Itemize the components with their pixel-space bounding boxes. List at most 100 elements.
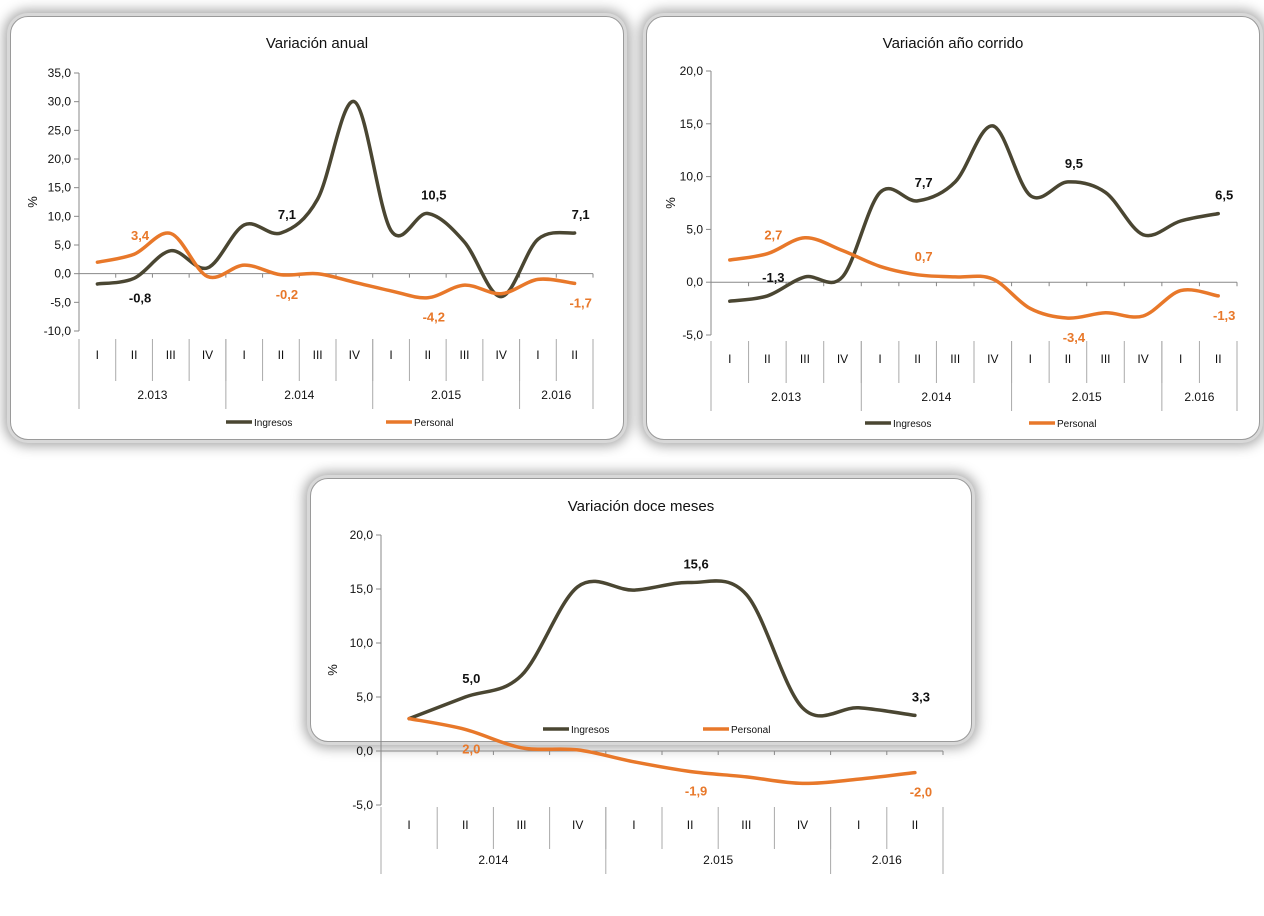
category-label: II xyxy=(462,818,469,832)
y-tick-label: 25,0 xyxy=(48,123,72,137)
category-label: II xyxy=(131,348,138,362)
category-label: III xyxy=(1100,352,1110,366)
data-label: 2,7 xyxy=(764,228,782,243)
legend-label-ingresos: Ingresos xyxy=(571,725,609,736)
y-tick-label: -5,0 xyxy=(682,328,703,342)
data-label: 6,5 xyxy=(1215,188,1233,203)
data-label: -1,9 xyxy=(685,784,707,799)
category-label: IV xyxy=(987,352,998,366)
y-axis-label: % xyxy=(325,664,340,676)
y-tick-label: 5,0 xyxy=(54,238,71,252)
chart-panel-anual: Variación anual% 35,0 30,0 25,0 20,0 15,0 10,0… xyxy=(10,16,624,440)
chart-title: Variación anual xyxy=(266,35,368,52)
data-label: 3,3 xyxy=(912,689,930,704)
chart-title: Variación doce meses xyxy=(568,498,714,515)
series-line-ingresos xyxy=(407,579,917,721)
category-label: II xyxy=(424,348,431,362)
year-label: 2.016 xyxy=(1184,390,1214,404)
category-label: II xyxy=(914,352,921,366)
data-label: 3,4 xyxy=(131,228,150,243)
category-label: I xyxy=(243,348,246,362)
data-label: 7,1 xyxy=(278,207,296,222)
year-label: 2.015 xyxy=(703,853,733,867)
y-tick-label: 20,0 xyxy=(48,152,72,166)
category-label: II xyxy=(687,818,694,832)
category-label: II xyxy=(1215,352,1222,366)
year-label: 2.016 xyxy=(541,388,571,402)
category-label: II xyxy=(764,352,771,366)
category-label: II xyxy=(912,818,919,832)
category-label: III xyxy=(950,352,960,366)
data-label: -3,4 xyxy=(1063,330,1086,345)
series-line-ingresos xyxy=(95,99,577,299)
y-tick-label: 20,0 xyxy=(680,64,704,78)
category-label: IV xyxy=(837,352,848,366)
legend-label-personal: Personal xyxy=(731,725,770,736)
data-label: 15,6 xyxy=(683,557,708,572)
legend-label-ingresos: Ingresos xyxy=(893,419,931,430)
data-label: -1,3 xyxy=(1213,308,1235,323)
year-label: 2.015 xyxy=(431,388,461,402)
year-label: 2.013 xyxy=(771,390,801,404)
data-label: -1,7 xyxy=(569,295,591,310)
year-label: 2.014 xyxy=(478,853,508,867)
y-axis-label: % xyxy=(25,196,40,208)
data-label: 9,5 xyxy=(1065,156,1083,171)
data-label: 2,0 xyxy=(462,741,480,756)
data-label: 7,7 xyxy=(915,175,933,190)
legend-label-personal: Personal xyxy=(414,418,453,429)
data-label: -1,3 xyxy=(762,270,784,285)
y-tick-label: 0,0 xyxy=(356,744,373,758)
data-label: 7,1 xyxy=(572,207,590,222)
chart-doce-meses: Variación doce meses% 20,0 15,0 10,0 5,0 0,0 -… xyxy=(325,498,944,874)
category-label: I xyxy=(407,818,410,832)
y-tick-label: -5,0 xyxy=(50,295,71,309)
year-label: 2.013 xyxy=(137,388,167,402)
legend-label-personal: Personal xyxy=(1057,419,1096,430)
y-tick-label: 0,0 xyxy=(686,275,703,289)
category-label: II xyxy=(278,348,285,362)
year-label: 2.015 xyxy=(1072,390,1102,404)
series-line-personal xyxy=(728,236,1220,320)
category-label: III xyxy=(741,818,751,832)
y-tick-label: 15,0 xyxy=(48,181,72,195)
y-tick-label: 35,0 xyxy=(48,66,72,80)
data-label: -4,2 xyxy=(423,310,445,325)
category-label: I xyxy=(728,352,731,366)
chart-anio-corrido: Variación año corrido% 20,0 15,0 10,0 5,0 0,0… xyxy=(663,35,1238,430)
data-label: 5,0 xyxy=(462,671,480,686)
category-label: I xyxy=(536,348,539,362)
category-label: III xyxy=(313,348,323,362)
series-line-personal xyxy=(407,716,917,786)
y-tick-label: 15,0 xyxy=(680,117,704,131)
series-line-personal xyxy=(95,231,577,300)
chart-title: Variación año corrido xyxy=(883,35,1024,52)
category-label: II xyxy=(571,348,578,362)
category-label: I xyxy=(878,352,881,366)
y-axis-label: % xyxy=(663,197,678,209)
chart-panel-doce-meses: Variación doce meses% 20,0 15,0 10,0 5,0 0,0 -… xyxy=(310,478,972,874)
y-tick-label: 5,0 xyxy=(686,222,703,236)
y-tick-label: -5,0 xyxy=(352,798,373,812)
category-label: IV xyxy=(797,818,808,832)
y-tick-label: 10,0 xyxy=(680,170,704,184)
year-label: 2.016 xyxy=(872,853,902,867)
year-label: 2.014 xyxy=(284,388,314,402)
category-label: IV xyxy=(496,348,507,362)
category-label: I xyxy=(96,348,99,362)
category-label: IV xyxy=(349,348,360,362)
category-label: I xyxy=(857,818,860,832)
category-label: IV xyxy=(202,348,213,362)
category-label: I xyxy=(632,818,635,832)
y-tick-label: 20,0 xyxy=(350,528,374,542)
y-tick-label: 10,0 xyxy=(350,636,374,650)
series-line-ingresos xyxy=(728,124,1220,303)
category-label: I xyxy=(1029,352,1032,366)
category-label: I xyxy=(1179,352,1182,366)
chart-anual: Variación anual% 35,0 30,0 25,0 20,0 15,0 10,0… xyxy=(25,35,594,429)
y-tick-label: -10,0 xyxy=(44,324,72,338)
category-label: III xyxy=(516,818,526,832)
data-label: -0,8 xyxy=(129,290,151,305)
category-label: II xyxy=(1065,352,1072,366)
y-tick-label: 15,0 xyxy=(350,582,374,596)
